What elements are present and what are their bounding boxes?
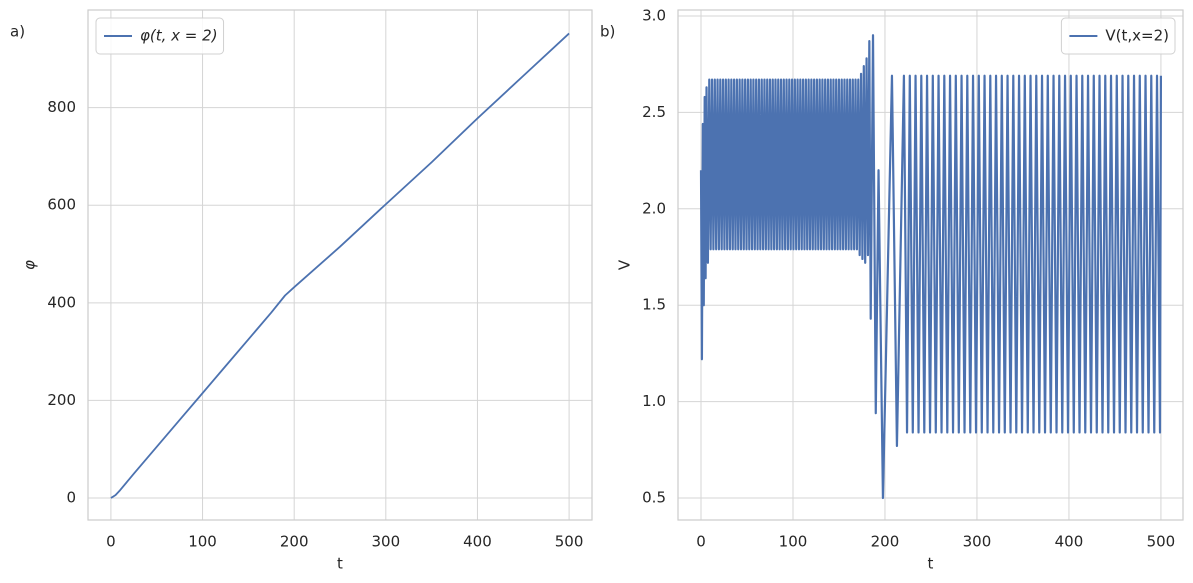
legend-frame [1060,17,1176,55]
y-tick-label: 2.0 [642,199,666,217]
legend-frame [95,17,225,55]
y-tick-label: 400 [47,293,76,311]
axes-frame [677,9,1184,521]
legend-label: V(t,x=2) [1105,27,1169,45]
x-tick-label: 500 [1147,533,1176,551]
x-tick-label: 500 [555,533,584,551]
axes-frame [87,9,593,521]
data-line [699,34,1163,500]
y-tick-label: 600 [47,196,76,214]
y-tick-label: 3.0 [642,6,666,24]
y-tick-label: 0 [66,489,76,507]
x-tick-label: 200 [871,533,900,551]
x-axis-label: t [337,555,343,573]
x-tick-label: 100 [188,533,217,551]
legend-label: φ(t, x = 2) [140,27,218,45]
panel-label: a) [10,23,25,41]
x-tick-label: 100 [779,533,808,551]
panel-label: b) [600,23,615,41]
x-tick-label: 400 [463,533,492,551]
y-tick-label: 800 [47,98,76,116]
y-tick-label: 2.5 [642,103,666,121]
x-tick-label: 400 [1055,533,1084,551]
x-tick-label: 300 [963,533,992,551]
legend: φ(t, x = 2) [95,17,225,55]
y-tick-label: 1.0 [642,392,666,410]
x-tick-label: 200 [280,533,309,551]
data-line [110,32,570,499]
legend: V(t,x=2) [1060,17,1176,55]
x-tick-label: 0 [696,533,706,551]
x-tick-label: 300 [371,533,400,551]
x-axis-label: t [928,555,934,573]
y-tick-label: 1.5 [642,296,666,314]
x-tick-label: 0 [106,533,116,551]
y-tick-label: 200 [47,391,76,409]
y-axis-label: V [616,259,634,270]
y-tick-label: 0.5 [642,489,666,507]
y-axis-label: φ [21,260,39,270]
